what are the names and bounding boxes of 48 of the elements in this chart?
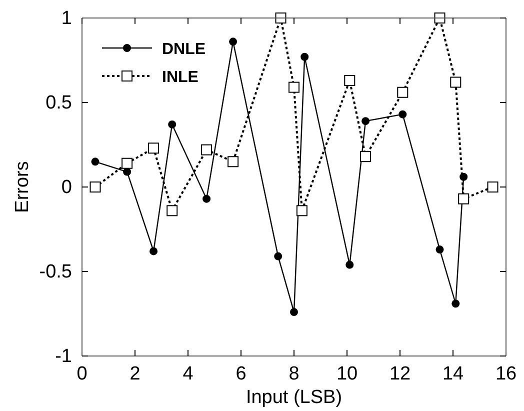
point (228, 156, 239, 168)
point (275, 12, 286, 24)
x-tick-label: 10 (336, 363, 358, 384)
point (398, 110, 407, 118)
y-tick-label: -1 (55, 346, 72, 368)
point (362, 117, 370, 126)
point (296, 205, 308, 216)
point (452, 300, 460, 308)
y-tick-label: 0.5 (46, 92, 72, 114)
point (458, 193, 470, 204)
x-tick-label: 16 (495, 363, 517, 384)
y-tick-label: 1 (61, 8, 72, 30)
point (344, 75, 356, 86)
x-tick-label: 4 (182, 363, 194, 384)
x-axis-title: Input (LSB) (246, 387, 342, 408)
point (91, 158, 100, 166)
x-tick-label: 12 (389, 363, 411, 384)
x-tick-label: 6 (236, 363, 246, 384)
y-tick-label: 0 (61, 177, 72, 198)
point (300, 52, 309, 61)
point (487, 182, 498, 192)
y-tick-label: -0.5 (39, 262, 72, 283)
point (123, 168, 132, 176)
point (360, 151, 372, 162)
x-tick-label: 2 (130, 363, 140, 384)
point (90, 182, 101, 192)
point (201, 144, 212, 156)
legend-label: INLE (162, 69, 199, 86)
y-axis-title: Errors (12, 161, 33, 213)
point (150, 247, 158, 256)
legend-label: DNLE (162, 41, 206, 58)
point (274, 252, 282, 260)
point (397, 86, 408, 98)
point (122, 158, 133, 169)
x-tick-label: 14 (442, 363, 464, 384)
point (166, 205, 178, 216)
point (202, 194, 211, 203)
point (436, 246, 444, 254)
point (450, 76, 462, 88)
x-tick-label: 8 (288, 363, 300, 384)
point (148, 142, 160, 154)
point (229, 38, 238, 46)
point (288, 82, 300, 93)
point (168, 120, 176, 128)
point (290, 308, 298, 316)
x-tick-label: 0 (76, 363, 88, 384)
point (434, 12, 446, 24)
point (346, 260, 354, 269)
